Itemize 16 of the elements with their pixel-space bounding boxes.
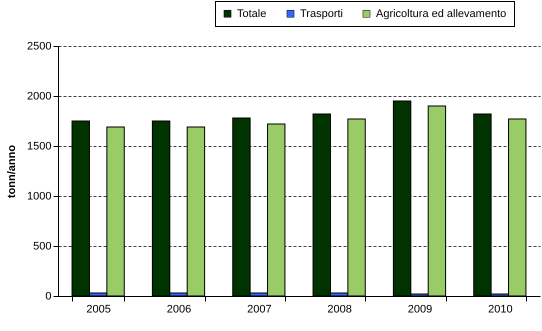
y-tick-label: 1500	[27, 140, 52, 152]
y-tick-label: 0	[45, 290, 52, 302]
x-tick-label: 2005	[86, 304, 111, 316]
x-tick-label: 2010	[488, 304, 513, 316]
legend-label: Trasporti	[300, 8, 343, 20]
y-tick-label: 2000	[27, 90, 52, 102]
x-tick-label: 2006	[166, 304, 192, 316]
x-tick-label: 2008	[327, 304, 352, 316]
legend-label: Totale	[237, 8, 266, 20]
y-tick-label: 2500	[27, 40, 52, 52]
y-tick-label: 500	[33, 240, 52, 252]
y-tick-label: 1000	[27, 190, 52, 202]
x-tick-label: 2009	[408, 304, 432, 316]
y-axis-title: tonn/anno	[6, 144, 18, 198]
legend-label: Agricoltura ed allevamento	[376, 8, 506, 20]
x-tick-label: 2007	[247, 304, 272, 316]
